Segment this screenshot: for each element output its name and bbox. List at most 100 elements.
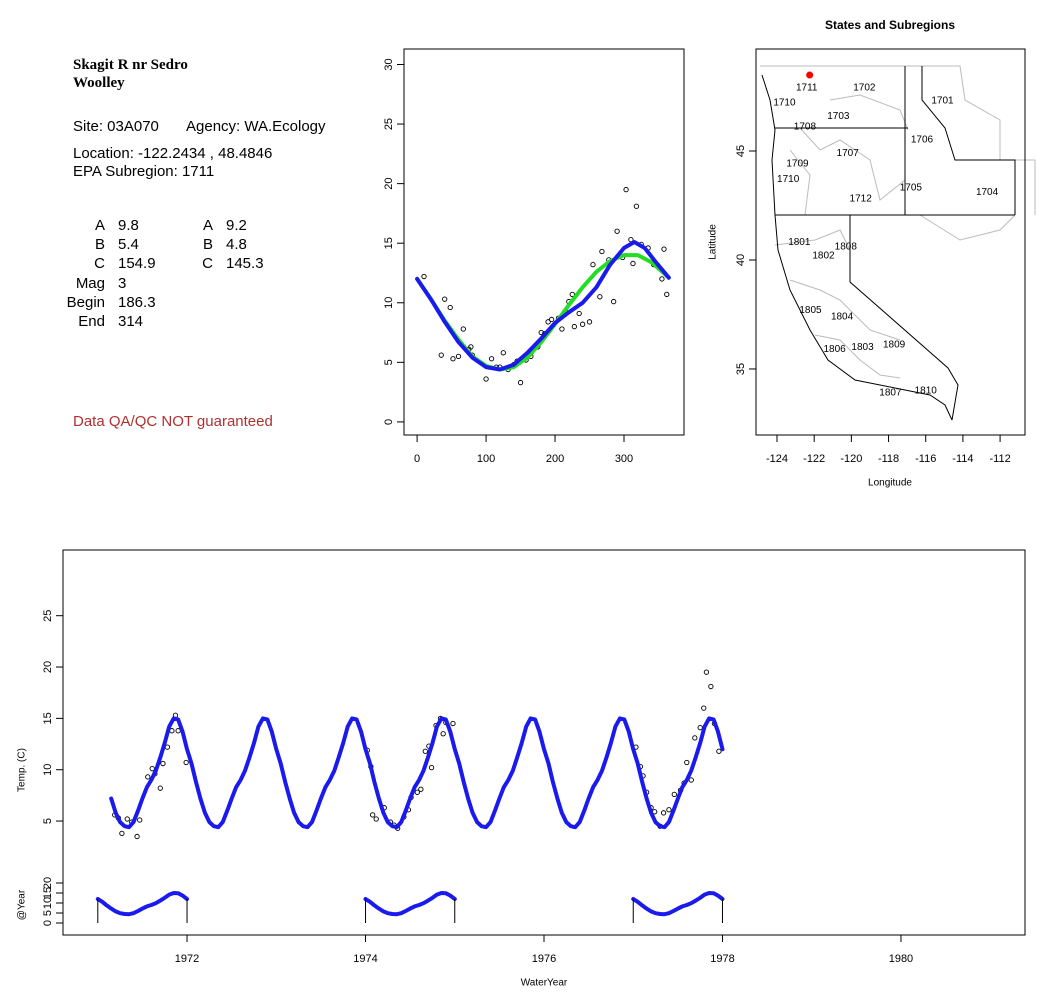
fit-line: [415, 240, 671, 372]
y-tick-label: 10: [383, 297, 395, 309]
location: Location: -122.2434 , 48.4846: [73, 145, 273, 162]
data-point: [590, 261, 596, 268]
data-point: [611, 298, 617, 305]
fit-line: [415, 253, 671, 372]
data-point: [438, 352, 444, 358]
region-label: 1803: [851, 342, 874, 353]
param-value: 314: [118, 313, 144, 330]
data-point: [623, 186, 629, 193]
y-tick-label: 10: [42, 764, 54, 776]
param-label: C: [202, 255, 213, 273]
data-point: [160, 760, 166, 767]
region-label: 1712: [850, 194, 873, 205]
data-point: [579, 321, 586, 327]
agency: Agency: WA.Ecology: [186, 118, 326, 135]
data-point: [488, 356, 495, 362]
x-tick-label: 1978: [710, 953, 734, 965]
data-point: [157, 785, 163, 791]
data-point: [697, 724, 703, 731]
data-point: [703, 669, 710, 675]
x-axis-label: WaterYear: [521, 978, 568, 989]
station-title: Woolley: [73, 75, 125, 91]
x-tick-label: -116: [915, 453, 936, 465]
y2-tick-label: 15: [42, 887, 54, 899]
data-point: [422, 748, 428, 754]
data-point: [468, 344, 474, 350]
region-label: 1705: [900, 183, 923, 194]
data-point: [137, 817, 143, 823]
qa-note: Data QA/QC NOT guaranteed: [73, 413, 273, 430]
y-tick-label: 45: [735, 145, 747, 157]
region-label: 1710: [777, 174, 800, 185]
x-tick-label: -114: [952, 453, 973, 465]
region-label: 1701: [931, 96, 954, 107]
data-point: [666, 807, 672, 813]
data-point: [442, 296, 448, 302]
region-label: 1704: [976, 187, 999, 198]
annual-curve: [363, 891, 457, 917]
data-point: [660, 810, 667, 816]
data-point: [440, 731, 446, 737]
data-point: [421, 273, 427, 280]
param-value: 3: [118, 274, 127, 292]
x-tick-label: 1976: [532, 953, 556, 965]
data-point: [414, 789, 420, 795]
y-tick-label: 40: [735, 254, 747, 266]
region-label: 1810: [915, 385, 938, 396]
param-label: A: [94, 217, 105, 234]
region-label: 1807: [879, 388, 902, 399]
data-point: [545, 319, 551, 325]
x-tick-label: -120: [840, 453, 862, 465]
data-point: [447, 304, 453, 311]
y-tick-label: 0: [383, 419, 395, 425]
data-point: [548, 316, 555, 323]
data-point: [614, 228, 620, 234]
param-value: 5.4: [118, 236, 139, 254]
data-point: [692, 735, 698, 741]
station-title: Skagit R nr Sedro: [73, 57, 188, 73]
data-point: [576, 310, 582, 317]
region-label: 1711: [796, 82, 818, 93]
y-tick-label: 30: [383, 58, 395, 70]
y-axis-label: Latitude: [708, 224, 719, 260]
data-point: [659, 276, 665, 282]
param-value: 9.2: [226, 217, 247, 234]
region-label: 1805: [799, 305, 822, 316]
site-id: Site: 03A070: [73, 118, 159, 135]
data-point: [460, 326, 466, 332]
region-label: 1804: [831, 311, 854, 322]
region-label: 1709: [786, 159, 809, 170]
y-tick-label: 25: [383, 118, 395, 130]
param-label: Mag: [75, 274, 105, 292]
map-boundaries: [760, 65, 1036, 421]
data-point: [418, 786, 424, 792]
data-point: [559, 326, 565, 332]
param-value: 154.9: [118, 255, 156, 273]
x-tick-label: -124: [766, 453, 788, 465]
x-tick-label: 300: [615, 453, 633, 465]
annual-curve: [631, 891, 725, 917]
param-value: 186.3: [118, 293, 156, 311]
y-tick-label: 20: [42, 661, 54, 673]
region-label: 1706: [911, 135, 934, 146]
data-point: [455, 353, 462, 360]
data-point: [586, 319, 593, 325]
data-point: [597, 294, 603, 300]
x-tick-label: 0: [414, 453, 420, 465]
x-axis-label: Longitude: [868, 478, 912, 489]
y-tick-label: 35: [735, 363, 747, 375]
region-label: 1801: [788, 237, 811, 248]
temperature-curve: [109, 716, 725, 830]
y2-tick-label: 10: [42, 897, 54, 909]
param-value: 145.3: [226, 255, 264, 273]
chart-title: States and Subregions: [825, 18, 955, 32]
data-point: [428, 765, 435, 771]
data-point: [450, 356, 456, 362]
x-tick-label: 1980: [889, 953, 913, 965]
x-tick-label: -122: [803, 453, 825, 465]
y-tick-label: 15: [383, 237, 395, 249]
data-point: [684, 759, 690, 766]
data-point: [124, 816, 130, 822]
data-point: [661, 246, 667, 252]
